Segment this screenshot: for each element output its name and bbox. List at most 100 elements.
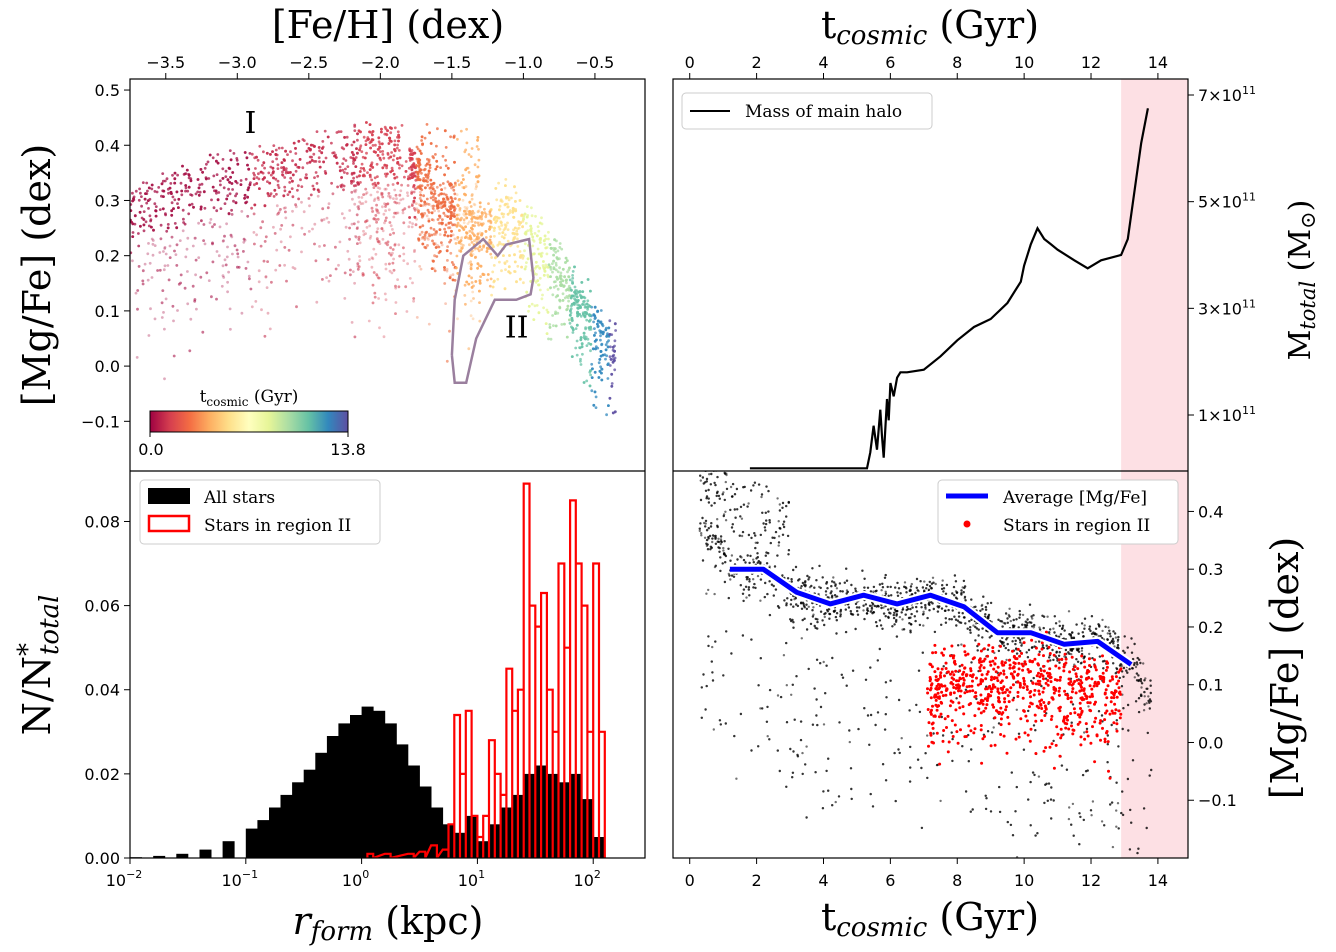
scatter-point <box>520 213 524 217</box>
scatter-point <box>548 326 552 329</box>
scatter-point <box>211 260 215 264</box>
scatter-point <box>411 175 415 179</box>
scatter-point <box>281 173 284 177</box>
scatter-point <box>358 259 362 263</box>
scatter-point <box>453 197 457 201</box>
scatter-point <box>406 184 410 187</box>
scatter-point <box>505 195 508 199</box>
scatter-point <box>259 244 263 248</box>
scatter-point <box>414 178 418 182</box>
scatter-point <box>359 130 362 134</box>
scatter-point <box>358 170 362 173</box>
scatter-point <box>577 290 580 294</box>
scatter-point <box>585 318 589 322</box>
scatter-point <box>504 225 508 229</box>
scatter-point <box>480 248 484 251</box>
scatter-point <box>575 300 579 303</box>
scatter-point <box>438 214 442 218</box>
scatter-point <box>457 183 461 187</box>
scatter-point <box>159 223 163 227</box>
scatter-point <box>478 279 482 283</box>
scatter-point <box>412 297 416 300</box>
scatter-point <box>214 189 218 193</box>
scatter-point <box>154 205 158 209</box>
scatter-point <box>558 298 562 302</box>
scatter-point <box>446 245 449 249</box>
scatter-point-all-stars <box>713 592 716 596</box>
scatter-point <box>419 199 423 203</box>
scatter-point <box>368 168 372 172</box>
scatter-point <box>149 219 153 223</box>
scatter-point-all-stars <box>1067 610 1071 613</box>
scatter-point <box>352 171 356 175</box>
scatter-point <box>443 282 447 285</box>
scatter-point <box>381 205 384 209</box>
scatter-point <box>451 233 455 237</box>
scatter-point <box>421 235 425 239</box>
scatter-point <box>446 208 449 212</box>
scatter-point <box>340 146 344 150</box>
scatter-point <box>601 332 605 336</box>
scatter-point <box>402 232 406 235</box>
scatter-point <box>190 193 194 197</box>
scatter-point <box>433 269 437 273</box>
scatter-point <box>232 152 236 155</box>
scatter-point <box>580 342 584 346</box>
scatter-point <box>509 244 512 248</box>
scatter-point <box>544 322 548 325</box>
scatter-point <box>325 216 329 220</box>
scatter-point-all-stars <box>1052 627 1055 630</box>
scatter-point-all-stars <box>733 734 736 738</box>
scatter-point <box>545 332 549 335</box>
scatter-point <box>215 173 219 177</box>
scatter-point <box>393 139 397 143</box>
scatter-point <box>325 276 328 279</box>
scatter-point <box>161 207 165 211</box>
scatter-point <box>199 205 203 209</box>
scatter-point <box>284 149 287 153</box>
scatter-point <box>307 197 311 200</box>
scatter-point <box>279 208 282 211</box>
scatter-point <box>404 285 408 289</box>
scatter-point <box>381 166 385 170</box>
scatter-point <box>435 144 438 148</box>
scatter-point-all-stars <box>1009 619 1012 623</box>
scatter-point <box>440 241 443 245</box>
scatter-point <box>310 159 314 162</box>
scatter-point <box>342 216 346 220</box>
scatter-point <box>503 261 507 265</box>
scatter-point <box>519 254 523 258</box>
scatter-point <box>221 177 225 180</box>
scatter-point <box>259 226 263 230</box>
scatter-point <box>173 222 177 225</box>
scatter-point <box>257 269 261 273</box>
scatter-point <box>476 210 480 214</box>
scatter-point <box>176 309 179 312</box>
scatter-point <box>187 185 191 189</box>
scatter-point <box>565 308 568 312</box>
scatter-point <box>226 245 229 249</box>
scatter-point <box>219 207 223 211</box>
scatter-point-all-stars <box>942 587 946 590</box>
scatter-point-all-stars <box>1071 802 1075 806</box>
scatter-point <box>371 138 375 142</box>
scatter-point <box>538 266 542 270</box>
scatter-point <box>456 204 460 208</box>
scatter-point <box>318 160 321 164</box>
scatter-point <box>450 261 454 264</box>
scatter-point <box>267 171 271 175</box>
scatter-point <box>613 339 617 343</box>
scatter-point <box>596 319 600 323</box>
scatter-point <box>538 288 542 292</box>
scatter-point <box>556 294 559 297</box>
scatter-point <box>373 181 377 185</box>
scatter-point <box>450 210 453 214</box>
scatter-point <box>327 279 331 283</box>
scatter-point <box>211 225 214 229</box>
scatter-point <box>273 232 277 235</box>
scatter-point <box>312 160 316 163</box>
scatter-point <box>132 197 135 201</box>
scatter-point <box>344 167 347 171</box>
scatter-point-all-stars <box>1067 817 1071 821</box>
scatter-point <box>465 127 468 131</box>
